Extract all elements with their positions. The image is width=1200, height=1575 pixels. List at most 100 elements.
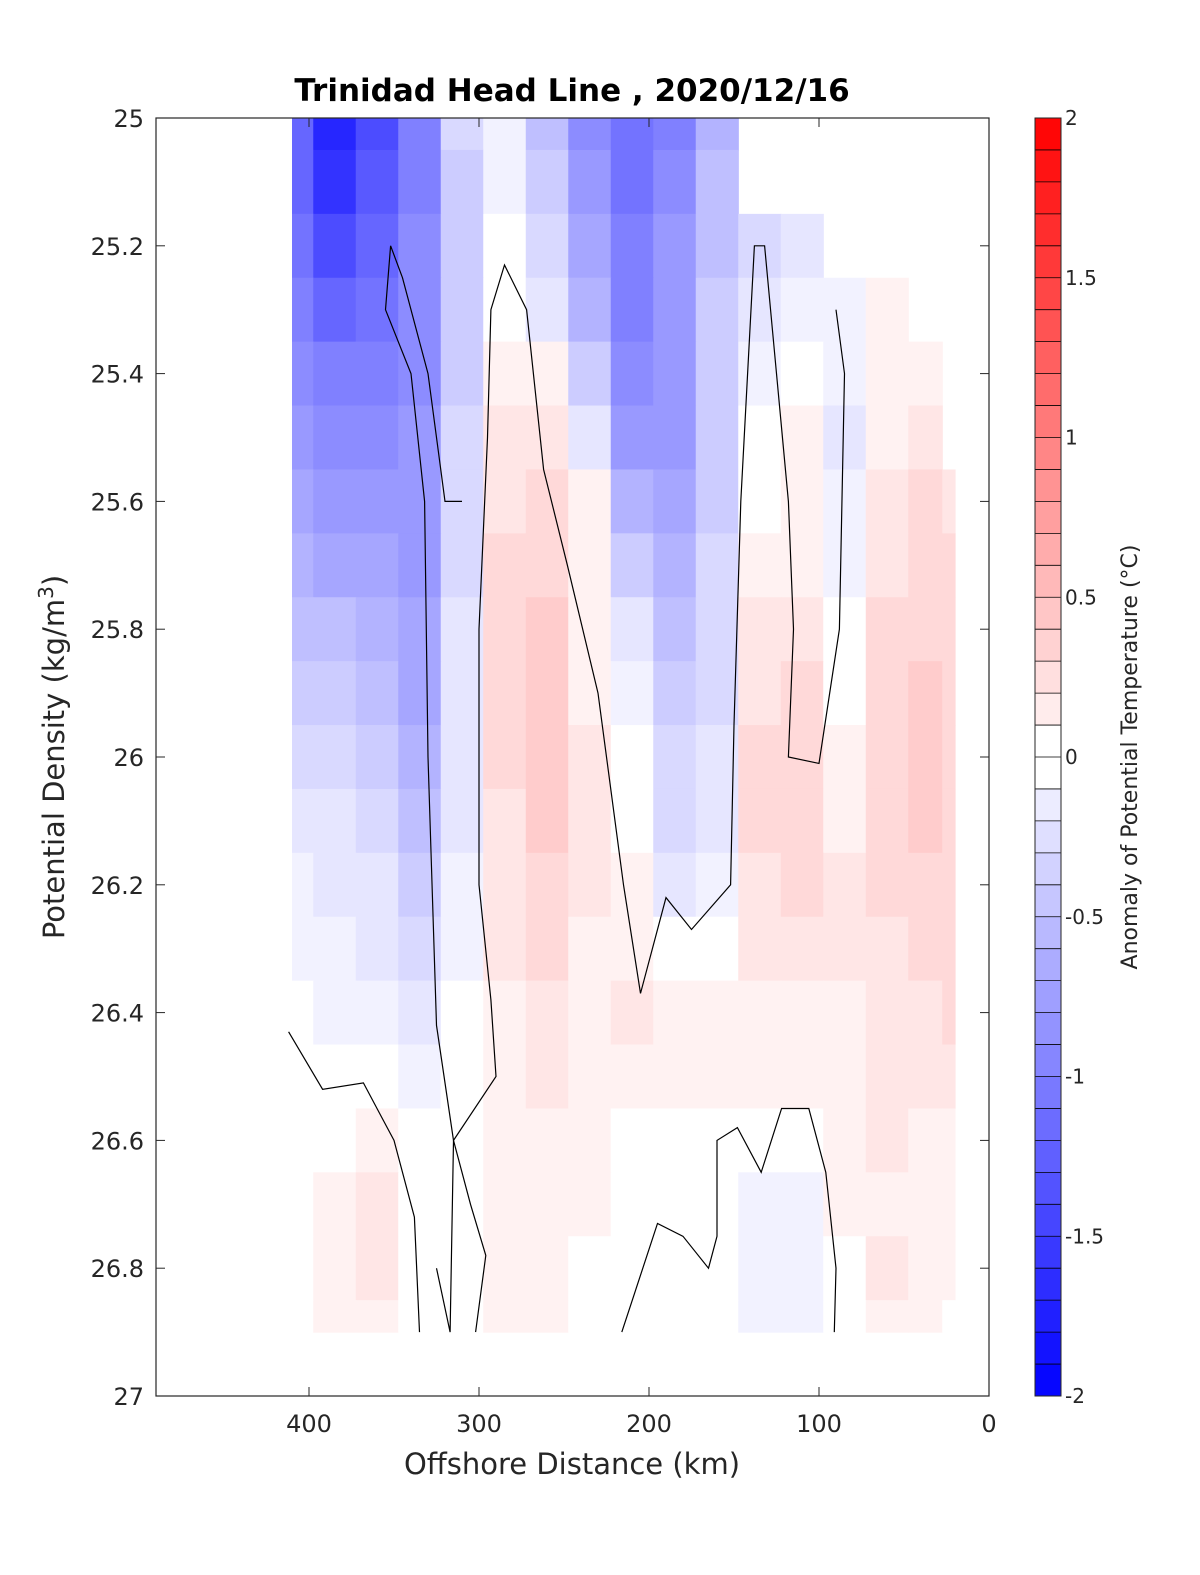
heatmap-cell (780, 277, 824, 343)
heatmap-cell (908, 661, 943, 726)
colorbar-frame (1034, 117, 1062, 1397)
heatmap-cell (653, 341, 697, 407)
heatmap-cell (865, 1108, 909, 1173)
heatmap-cell (313, 1108, 357, 1173)
heatmap-cell (780, 1236, 824, 1301)
heatmap-cell (738, 980, 782, 1046)
heatmap-cell (483, 118, 527, 151)
colorbar-tick-label: -2 (1065, 1384, 1085, 1408)
heatmap-cell (483, 597, 527, 662)
colorbar-segment (1035, 501, 1061, 534)
heatmap-cell (440, 980, 484, 1046)
colorbar-segment (1035, 469, 1061, 502)
colorbar-segment (1035, 533, 1061, 566)
heatmap-cell (695, 1300, 739, 1333)
heatmap-cell (525, 1236, 569, 1301)
heatmap-cell (568, 1108, 612, 1173)
heatmap-cell (313, 533, 357, 598)
heatmap-cell (738, 277, 782, 343)
heatmap-cell (313, 118, 357, 151)
heatmap-cell (942, 980, 956, 1046)
heatmap-cell (440, 1044, 484, 1110)
heatmap-cell (610, 1044, 654, 1110)
y-tick-label: 25.4 (91, 361, 144, 389)
heatmap-cell (780, 533, 824, 598)
heatmap-cell (653, 213, 697, 279)
heatmap-cell (398, 341, 442, 407)
colorbar-tick-label: -1.5 (1065, 1224, 1104, 1248)
heatmap-cell (738, 916, 782, 982)
heatmap-cell (483, 1172, 527, 1237)
heatmap-cell (440, 661, 484, 726)
colorbar-segment (1035, 1268, 1061, 1301)
heatmap-cell (695, 533, 739, 598)
heatmap-cell (942, 852, 956, 918)
heatmap-cell (908, 341, 943, 407)
heatmap-cell (695, 980, 739, 1046)
heatmap-cell (738, 1236, 782, 1301)
heatmap-cell (440, 533, 484, 598)
heatmap-cell (610, 916, 654, 982)
heatmap-cell (525, 597, 569, 662)
heatmap-cell (525, 341, 569, 407)
heatmap-cell (440, 149, 484, 215)
heatmap-cell (610, 1172, 654, 1237)
heatmap-cell (865, 661, 909, 726)
heatmap-cell (292, 597, 314, 662)
heatmap-cell (525, 980, 569, 1046)
heatmap-cell (908, 1172, 943, 1237)
colorbar-segment (1035, 852, 1061, 886)
y-tick-label: 26.6 (91, 1127, 144, 1155)
heatmap-cell (942, 661, 956, 726)
heatmap-cell (942, 469, 956, 534)
heatmap-cell (653, 916, 697, 982)
colorbar-tick-label: 0.5 (1065, 585, 1097, 609)
heatmap-cell (440, 1108, 484, 1173)
heatmap-cell (440, 725, 484, 790)
heatmap-cell (355, 852, 399, 918)
heatmap-cell (908, 597, 943, 662)
heatmap-cell (292, 980, 314, 1046)
heatmap-cell (313, 852, 357, 918)
heatmap-cell (865, 852, 909, 918)
heatmap-cell (483, 405, 527, 471)
heatmap-cell (908, 1300, 943, 1333)
colorbar: -2 -1.5 -1 -0.5 0 0.5 1 1.5 2 (1034, 106, 1104, 1408)
heatmap-cell (313, 916, 357, 982)
heatmap-cell (780, 1172, 824, 1237)
heatmap-cell (525, 916, 569, 982)
colorbar-segment (1035, 1332, 1061, 1365)
heatmap-cell (695, 725, 739, 790)
colorbar-segment (1035, 1012, 1061, 1046)
heatmap-cell (292, 852, 314, 918)
heatmap-cell (653, 533, 697, 598)
heatmap-cell (568, 213, 612, 279)
colorbar-segment (1035, 405, 1061, 438)
heatmap-cell (780, 980, 824, 1046)
heatmap-cell (823, 1044, 867, 1110)
heatmap-cell (525, 1172, 569, 1237)
heatmap-cell (525, 788, 569, 854)
heatmap-cell (865, 597, 909, 662)
heatmap-cell (865, 725, 909, 790)
heatmap-cell (568, 1236, 612, 1301)
y-axis-label-main: Potential Density (kg/m (37, 599, 71, 939)
heatmap-cell (355, 1172, 399, 1237)
heatmap-cell (313, 788, 357, 854)
heatmap-cell (695, 213, 739, 279)
heatmap-cell (398, 661, 442, 726)
heatmap-cell (865, 980, 909, 1046)
heatmap-cell (942, 1172, 956, 1237)
heatmap-cell (653, 852, 697, 918)
heatmap-cell (568, 469, 612, 534)
heatmap-cell (738, 1044, 782, 1110)
heatmap-cell (823, 277, 867, 343)
heatmap-cell (483, 213, 527, 279)
heatmap-cell (865, 1236, 909, 1301)
heatmap-cell (398, 980, 442, 1046)
heatmap-cell (440, 277, 484, 343)
zero-contour-layer (288, 245, 846, 1333)
colorbar-segment (1035, 788, 1061, 822)
colorbar-tick-label: 2 (1065, 106, 1078, 130)
heatmap-cell (440, 916, 484, 982)
